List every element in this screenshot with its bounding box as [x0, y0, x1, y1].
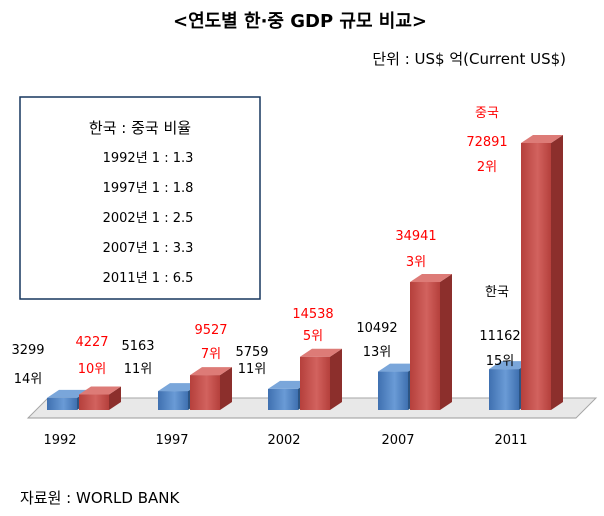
korea-bar-1992-top: [47, 389, 89, 398]
korea-bar-1992-front: [47, 397, 77, 410]
china-rank-label-2007: 3위: [406, 255, 426, 270]
china-series-label: 중국: [475, 106, 499, 121]
china-bar-2007-side: [440, 274, 452, 410]
x-tick-group: 1992 1997 2002 2007 2011: [43, 433, 527, 448]
ratio-row-1997: 1997년 1 : 1.8: [103, 181, 194, 196]
china-bar-2007-top: [410, 274, 452, 283]
china-bar-2007: [410, 274, 452, 410]
china-rank-label-2002: 5위: [303, 329, 323, 344]
korea-bar-2011-top: [489, 361, 531, 370]
ratio-row-1992: 1992년 1 : 1.3: [103, 151, 194, 166]
x-tick-label-1997: 1997: [155, 433, 188, 448]
ratio-row-2002: 2002년 1 : 2.5: [103, 211, 194, 226]
korea-bar-2002-front: [268, 388, 298, 410]
china-bar-1997: [190, 367, 232, 410]
ratio-box-title: 한국 : 중국 비율: [89, 119, 191, 137]
china-bar-2011-top: [521, 135, 563, 143]
china-bar-1992-top: [79, 386, 121, 395]
korea-series-label: 한국: [485, 285, 509, 300]
ratio-box-frame: [19, 96, 261, 300]
china-rank-label-1992: 10위: [78, 362, 107, 377]
korea-rank-label-1992: 14위: [14, 372, 43, 387]
china-bar-1997-top: [190, 367, 232, 376]
korea-value-label-2007: 10492: [356, 321, 397, 336]
china-value-label-2011: 72891: [466, 135, 507, 150]
china-value-label-1992: 4227: [75, 335, 108, 350]
x-tick-label-2007: 2007: [381, 433, 414, 448]
china-bar-2002-front: [300, 356, 330, 410]
korea-rank-label-2007: 13위: [363, 345, 392, 360]
x-tick-label-1992: 1992: [43, 433, 76, 448]
china-bar-2002: [300, 348, 342, 410]
china-value-label-1997: 9527: [194, 323, 227, 338]
ratio-row-2007: 2007년 1 : 3.3: [103, 241, 194, 256]
china-rank-label-2011: 2위: [477, 160, 497, 175]
china-rank-label-1997: 7위: [201, 347, 221, 362]
korea-bar-2007-top: [378, 363, 420, 372]
korea-value-label-2002: 5759: [235, 345, 268, 360]
label-group: 3299 14위 4227 10위 5163 11위 9527 7위 5759 11위 14538 5…: [11, 106, 520, 387]
korea-bar-2011-front: [489, 369, 519, 410]
korea-rank-label-2002: 11위: [238, 362, 267, 377]
chart-title: <연도별 한·중 GDP 규모 비교>: [173, 11, 427, 32]
china-bar-2011-front: [521, 143, 551, 410]
bar-group: [47, 135, 563, 410]
china-bar-2002-side: [330, 348, 342, 410]
china-bar-2002-top: [300, 348, 342, 357]
china-bar-1992-side: [109, 386, 121, 410]
korea-bar-2002-top: [268, 380, 310, 389]
korea-bar-1997-front: [158, 391, 188, 410]
x-tick-label-2011: 2011: [494, 433, 527, 448]
korea-value-label-1997: 5163: [121, 339, 154, 354]
korea-value-label-1992: 3299: [11, 343, 44, 358]
ratio-row-2011: 2011년 1 : 6.5: [103, 271, 194, 286]
source-note: 자료원 : WORLD BANK: [20, 489, 180, 507]
korea-rank-label-2011: 15위: [486, 354, 515, 369]
china-bar-2011-side: [551, 135, 563, 410]
china-bar-2011: [521, 135, 563, 410]
korea-rank-label-1997: 11위: [124, 362, 153, 377]
korea-bar-2007-front: [378, 371, 408, 410]
china-bar-1997-front: [190, 375, 220, 410]
china-bar-2007-front: [410, 282, 440, 410]
ratio-box: 한국 : 중국 비율 1992년 1 : 1.3 1997년 1 : 1.8 2…: [19, 96, 261, 300]
x-tick-label-2002: 2002: [267, 433, 300, 448]
china-bar-1992-front: [79, 394, 109, 410]
china-value-label-2002: 14538: [292, 307, 333, 322]
korea-bar-1997-top: [158, 383, 200, 392]
korea-value-label-2011: 11162: [479, 329, 520, 344]
unit-note: 단위 : US$ 억(Current US$): [372, 50, 566, 68]
china-bar-1992: [79, 386, 121, 410]
china-value-label-2007: 34941: [395, 229, 436, 244]
china-bar-1997-side: [220, 367, 232, 410]
